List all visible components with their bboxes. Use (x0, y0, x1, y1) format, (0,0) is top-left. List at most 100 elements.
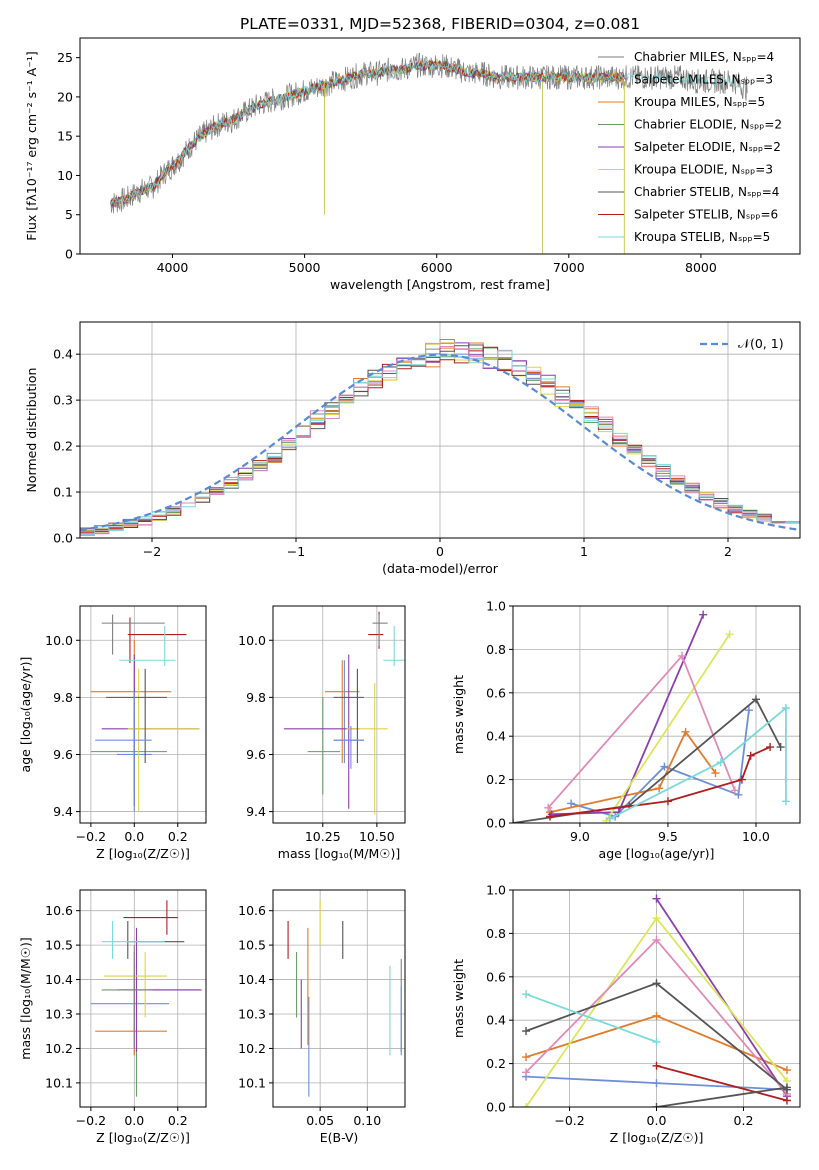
weight-marker (699, 610, 708, 619)
y-tick-label: 9.6 (53, 747, 73, 762)
panel-mass-vs-Z: −0.2 0.0 0.2 10.1 10.2 10.3 10.4 10.5 10.6 Z [log… (18, 889, 207, 1145)
weight-marker (660, 762, 669, 771)
y-tick-label: 5 (65, 207, 73, 222)
weight-marker (782, 1096, 791, 1105)
y-tick-label: 10.2 (238, 1041, 266, 1056)
x-tick-label: −2 (143, 544, 161, 559)
x-tick-label: −0.2 (554, 1113, 584, 1128)
panel-age-vs-Z: −0.2 0.0 0.2 9.4 9.6 9.8 10.0 Z [log₁₀(Z/Z☉)] ag… (18, 605, 207, 861)
x-tick-label: 0.0 (647, 1113, 667, 1128)
y-axis-label: Normed distribution (24, 368, 39, 493)
y-tick-label: 0.4 (486, 729, 506, 744)
weight-marker (781, 797, 790, 806)
x-tick-label: 10.50 (359, 829, 395, 844)
legend-entry: 𝒩(0, 1) (738, 336, 784, 351)
x-tick-label: 0.2 (168, 829, 188, 844)
weight-marker (782, 1083, 791, 1092)
weight-marker (744, 706, 753, 715)
weight-marker (652, 894, 661, 903)
y-tick-label: 20 (57, 89, 73, 104)
y-tick-label: 0.3 (53, 393, 73, 408)
x-tick-label: 9.0 (570, 829, 590, 844)
weight-marker (681, 727, 690, 736)
plot-area (513, 610, 790, 823)
weight-marker (776, 743, 785, 752)
legend-entry: Kroupa STELIB, Nₛₚₚ=5 (634, 230, 770, 244)
panel-residuals: −2 −1 0 1 2 0.0 0.1 0.2 0.3 0.4 (data-model)/error… (24, 321, 801, 576)
weight-line (656, 1086, 788, 1107)
x-axis-label: wavelength [Angstrom, rest frame] (330, 277, 550, 292)
y-tick-label: 10.6 (45, 903, 73, 918)
y-tick-label: 0.0 (486, 816, 506, 831)
axes-frame (79, 605, 207, 824)
weight-marker (652, 1011, 661, 1020)
y-tick-label: 10.4 (45, 972, 73, 987)
weight-marker (652, 1061, 661, 1070)
panel-mass-vs-EBV: 0.05 0.10 10.1 10.2 10.3 10.4 10.5 10.6 E(B-V) (238, 889, 406, 1145)
weight-marker (545, 812, 554, 821)
y-axis-label: mass weight (451, 959, 466, 1038)
x-tick-label: 5000 (289, 260, 321, 275)
weight-marker (711, 769, 720, 778)
weight-line (525, 993, 657, 1043)
weight-marker (730, 786, 739, 795)
y-tick-label: 0.8 (486, 926, 506, 941)
x-tick-label: 1 (580, 544, 588, 559)
weight-line (551, 614, 705, 816)
y-tick-label: 9.6 (246, 747, 266, 762)
y-tick-label: 10.5 (45, 938, 73, 953)
spectrum-model-line (110, 60, 741, 205)
panel-spectrum: 4000 5000 6000 7000 8000 0 5 10 15 20 25 wavelength… (24, 37, 801, 292)
y-tick-label: 0 (65, 247, 73, 262)
y-tick-label: 10.2 (45, 1041, 73, 1056)
x-tick-label: 10.25 (305, 829, 341, 844)
y-tick-label: 0.0 (53, 531, 73, 546)
legend-entry: Chabrier MILES, Nₛₚₚ=4 (634, 50, 774, 64)
y-tick-label: 10.0 (45, 633, 73, 648)
plot-area (80, 339, 800, 536)
axes-frame (79, 889, 207, 1108)
residual-histogram (80, 350, 800, 536)
y-axis-label: Flux [fλ10⁻¹⁷ erg cm⁻² s⁻¹ A⁻¹] (24, 51, 39, 240)
x-tick-label: 0.2 (168, 1113, 188, 1128)
y-tick-label: 10.1 (238, 1075, 266, 1090)
panel-weight-vs-Z: −0.2 0.0 0.2 0.0 0.2 0.4 0.6 0.8 1.0 Z [log₁₀(Z/Z… (451, 883, 801, 1145)
x-axis-label: Z [log₁₀(Z/Z☉)] (610, 1130, 704, 1145)
y-tick-label: 0.4 (486, 1013, 506, 1028)
y-tick-label: 10.6 (238, 903, 266, 918)
weight-marker (725, 630, 734, 639)
y-tick-label: 9.4 (246, 804, 266, 819)
x-tick-label: 0.0 (124, 829, 144, 844)
panel-age-vs-mass: 10.25 10.50 9.4 9.6 9.8 10.0 mass [log₁₀(M/M☉)… (238, 605, 406, 861)
x-tick-label: −0.2 (76, 1113, 106, 1128)
plot-area (90, 614, 200, 812)
y-tick-label: 15 (57, 129, 73, 144)
y-tick-label: 0.6 (486, 685, 506, 700)
x-tick-label: 7000 (553, 260, 585, 275)
spectrum-model-line (110, 59, 626, 205)
weight-marker (544, 803, 553, 812)
y-tick-label: 0.1 (53, 485, 73, 500)
y-tick-label: 25 (57, 50, 73, 65)
y-tick-label: 0.2 (486, 1056, 506, 1071)
weight-marker (652, 979, 661, 988)
x-axis-label: E(B-V) (320, 1130, 359, 1145)
weight-marker (655, 784, 664, 793)
figure-title: PLATE=0331, MJD=52368, FIBERID=0304, z=0… (240, 15, 640, 33)
plot-area (109, 52, 748, 254)
plot-area (283, 611, 405, 815)
weight-line (547, 654, 736, 809)
weight-marker (751, 695, 760, 704)
weight-marker (522, 1053, 531, 1062)
axes-frame (512, 605, 801, 824)
weight-line (570, 710, 750, 818)
weight-marker (782, 1066, 791, 1075)
x-tick-label: 9.5 (658, 829, 678, 844)
x-tick-label: 2 (724, 544, 732, 559)
legend-entry: Kroupa ELODIE, Nₛₚₚ=3 (634, 163, 773, 177)
y-axis-label: age [log₁₀(age/yr)] (18, 657, 33, 773)
y-tick-label: 10.3 (238, 1007, 266, 1022)
weight-marker (652, 1037, 661, 1046)
x-tick-label: 0.10 (353, 1113, 381, 1128)
y-tick-label: 0.6 (486, 969, 506, 984)
